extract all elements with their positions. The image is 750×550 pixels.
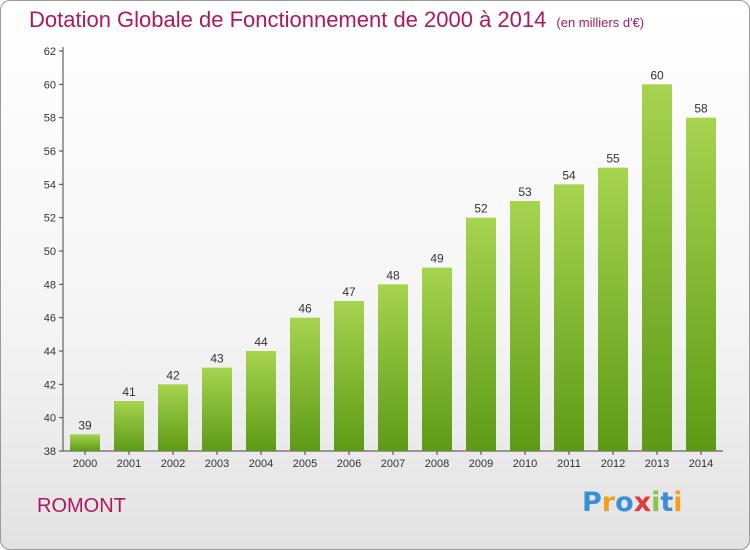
bar-value-label: 52 — [474, 202, 488, 216]
bar-value-label: 58 — [694, 102, 708, 116]
x-tick-label: 2000 — [73, 458, 97, 470]
bar-2012 — [598, 167, 628, 451]
commune-name: ROMONT — [37, 495, 126, 517]
chart-title-text: Dotation Globale de Fonctionnement de 20… — [29, 7, 547, 32]
x-tick-label: 2010 — [513, 458, 537, 470]
bar-2003 — [202, 367, 232, 451]
bar-value-label: 42 — [166, 368, 180, 382]
bar-value-label: 60 — [650, 68, 664, 82]
bar-2014 — [686, 117, 716, 452]
bar-value-label: 47 — [342, 285, 356, 299]
y-tick-label: 40 — [44, 413, 56, 425]
y-tick-label: 52 — [44, 213, 56, 225]
x-tick-label: 2001 — [117, 458, 141, 470]
chart-subtitle: (en milliers d'€) — [556, 15, 645, 30]
logo-letter: r — [601, 487, 616, 518]
bar-2011 — [554, 184, 584, 452]
bar-2013 — [642, 84, 672, 451]
bar-2000 — [70, 434, 100, 451]
proxiti-logo: Proxiti — [582, 487, 683, 518]
bar-value-label: 43 — [210, 352, 224, 366]
bar-value-label: 39 — [78, 418, 92, 432]
bar-value-label: 41 — [122, 385, 136, 399]
logo-letter: t — [660, 487, 674, 518]
bar-2010 — [510, 201, 540, 451]
x-tick-label: 2014 — [689, 458, 713, 470]
x-tick-label: 2006 — [337, 458, 361, 470]
y-tick-label: 44 — [44, 346, 56, 358]
bar-value-label: 46 — [298, 302, 312, 316]
y-tick-label: 50 — [44, 246, 56, 258]
y-tick-label: 58 — [44, 113, 56, 125]
y-tick-label: 60 — [44, 79, 56, 91]
bar-value-label: 44 — [254, 335, 268, 349]
y-tick-label: 48 — [44, 279, 56, 291]
x-tick-label: 2004 — [249, 458, 273, 470]
bar-value-label: 53 — [518, 185, 532, 199]
bar-value-label: 49 — [430, 252, 444, 266]
y-tick-label: 56 — [44, 146, 56, 158]
bar-value-label: 54 — [562, 168, 576, 182]
y-tick-label: 46 — [44, 313, 56, 325]
bar-2001 — [114, 401, 144, 451]
logo-letter: i — [651, 487, 661, 518]
x-tick-label: 2009 — [469, 458, 493, 470]
x-tick-label: 2005 — [293, 458, 317, 470]
bar-2002 — [158, 384, 188, 451]
bar-2005 — [290, 317, 320, 451]
x-tick-label: 2003 — [205, 458, 229, 470]
y-tick-label: 62 — [44, 46, 56, 58]
x-tick-label: 2012 — [601, 458, 625, 470]
x-tick-label: 2007 — [381, 458, 405, 470]
logo-letter: i — [673, 487, 683, 518]
bar-2009 — [466, 217, 496, 451]
y-tick-label: 38 — [44, 446, 56, 458]
x-tick-label: 2008 — [425, 458, 449, 470]
y-tick-label: 42 — [44, 379, 56, 391]
logo-letter: o — [615, 487, 634, 518]
bar-value-label: 55 — [606, 152, 620, 166]
bar-2008 — [422, 267, 452, 451]
bar-2007 — [378, 284, 408, 451]
chart-title: Dotation Globale de Fonctionnement de 20… — [29, 7, 644, 33]
x-tick-label: 2011 — [557, 458, 581, 470]
x-tick-label: 2013 — [645, 458, 669, 470]
bar-2004 — [246, 351, 276, 451]
x-tick-label: 2002 — [161, 458, 185, 470]
bar-value-label: 48 — [386, 268, 400, 282]
logo-letter: x — [633, 487, 652, 518]
logo-letter: P — [582, 487, 602, 518]
bar-2006 — [334, 301, 364, 451]
y-tick-label: 54 — [44, 179, 56, 191]
